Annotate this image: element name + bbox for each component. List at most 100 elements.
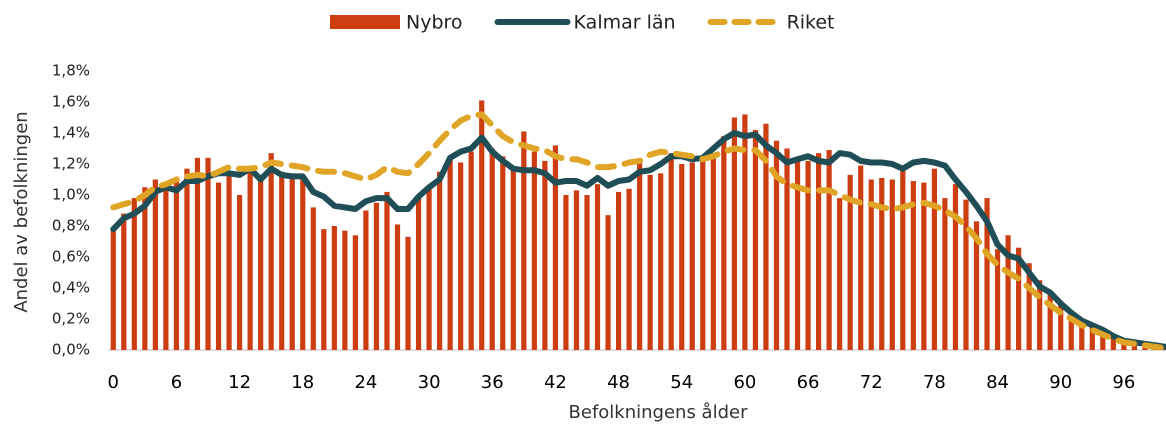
bar: [1089, 326, 1095, 350]
bar: [963, 199, 969, 350]
y-tick-label: 0,8%: [52, 217, 90, 235]
bar: [721, 136, 727, 350]
bar: [973, 221, 980, 350]
bar: [1016, 247, 1022, 350]
bar: [1131, 343, 1138, 350]
bar: [1121, 340, 1127, 350]
bar: [500, 156, 506, 350]
bar: [1026, 263, 1032, 350]
bar: [531, 151, 537, 350]
bar: [910, 181, 916, 350]
bar: [763, 123, 769, 350]
bar: [426, 187, 432, 350]
x-tick-label: 12: [228, 372, 251, 393]
legend-label: Riket: [787, 12, 835, 34]
bar: [521, 131, 527, 350]
bar: [573, 190, 580, 350]
bar: [658, 173, 664, 350]
bar: [1100, 334, 1106, 350]
bar: [121, 213, 127, 350]
bar: [1047, 291, 1053, 350]
x-tick-label: 84: [986, 372, 1009, 393]
bar: [131, 198, 137, 350]
legend-swatch: [330, 15, 400, 29]
y-tick-label: 0,0%: [52, 341, 90, 359]
bar: [437, 171, 443, 350]
bar: [731, 117, 737, 350]
bar: [247, 167, 253, 350]
bar: [110, 229, 116, 350]
x-tick-label: 72: [860, 372, 883, 393]
y-tick-label: 0,2%: [52, 310, 90, 328]
bar: [931, 168, 937, 350]
bar: [289, 176, 295, 350]
y-tick-label: 1,6%: [52, 93, 90, 111]
bar: [637, 160, 643, 350]
bar: [542, 160, 548, 350]
x-tick-label: 30: [418, 372, 441, 393]
bar: [994, 249, 1001, 350]
bar: [226, 173, 232, 350]
x-tick-label: 18: [291, 372, 314, 393]
bar: [984, 198, 990, 350]
bar: [415, 198, 422, 350]
x-tick-label: 78: [923, 372, 946, 393]
bar: [363, 210, 369, 350]
bar: [163, 187, 169, 350]
bar: [215, 182, 222, 350]
bar: [236, 195, 243, 350]
line: [110, 130, 1166, 350]
bar: [321, 229, 327, 350]
bar: [847, 174, 853, 350]
y-tick-label: 1,2%: [52, 155, 90, 173]
x-tick-label: 66: [797, 372, 820, 393]
bar: [331, 226, 337, 350]
x-tick-label: 6: [171, 372, 182, 393]
bar: [784, 148, 790, 350]
bar: [689, 162, 695, 350]
y-tick-label: 1,8%: [52, 62, 90, 80]
x-tick-label: 54: [670, 372, 693, 393]
bar: [942, 198, 948, 350]
bar: [879, 177, 885, 350]
bar: [394, 224, 401, 350]
bar: [479, 100, 485, 350]
bar: [205, 157, 211, 350]
bar: [868, 179, 874, 350]
bar: [552, 145, 559, 350]
bar: [184, 168, 190, 350]
bar: [826, 150, 832, 350]
bar: [952, 184, 959, 350]
x-tick-label: 0: [108, 372, 119, 393]
bar: [468, 151, 474, 350]
x-tick-label: 36: [481, 372, 504, 393]
bar: [1079, 319, 1085, 350]
bar: [889, 179, 895, 350]
bar: [342, 230, 348, 350]
bar: [510, 167, 516, 350]
bar: [447, 156, 453, 350]
bar: [194, 157, 201, 350]
bar: [268, 153, 274, 350]
bar: [258, 179, 264, 350]
bar: [279, 171, 285, 350]
y-tick-label: 1,0%: [52, 186, 90, 204]
bar: [752, 129, 759, 350]
bar: [152, 179, 158, 350]
bar: [142, 187, 148, 350]
bar: [173, 179, 180, 350]
bar: [794, 160, 801, 350]
x-tick-label: 48: [607, 372, 630, 393]
bar: [489, 148, 495, 350]
y-axis-title: Andel av befolkningen: [11, 111, 32, 312]
bar: [647, 174, 653, 350]
line: [110, 111, 1166, 352]
x-tick-label: 96: [1112, 372, 1135, 393]
bar: [858, 165, 864, 350]
bar: [921, 182, 927, 350]
bar: [700, 160, 706, 350]
bar: [900, 168, 906, 350]
bar: [710, 156, 716, 350]
bar: [668, 153, 674, 350]
